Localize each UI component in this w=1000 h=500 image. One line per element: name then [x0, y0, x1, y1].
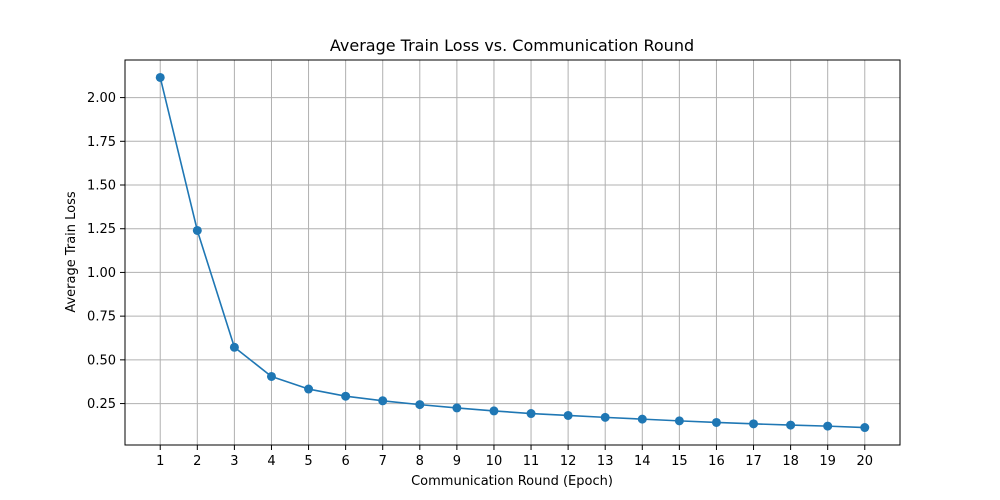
- y-tick-label: 0.25: [87, 397, 116, 412]
- data-point: [563, 410, 573, 420]
- data-point: [415, 400, 425, 410]
- data-point: [341, 391, 351, 401]
- x-tick-label: 5: [304, 454, 312, 469]
- data-point: [823, 421, 833, 431]
- data-point: [711, 417, 721, 427]
- x-tick-label: 10: [486, 454, 503, 469]
- x-tick-label: 2: [193, 454, 201, 469]
- x-tick-label: 16: [708, 454, 725, 469]
- data-point: [860, 423, 870, 433]
- y-tick-label: 1.25: [87, 222, 116, 237]
- x-tick-label: 20: [856, 454, 873, 469]
- x-tick-label: 14: [634, 454, 651, 469]
- grid: [125, 60, 900, 445]
- x-tick-label: 11: [523, 454, 540, 469]
- y-tick-label: 1.75: [87, 135, 116, 150]
- x-tick-label: 1: [156, 454, 164, 469]
- data-point: [674, 416, 684, 426]
- x-tick-label: 12: [560, 454, 577, 469]
- plot-frame: [124, 59, 901, 446]
- x-tick-label: 7: [379, 454, 387, 469]
- x-tick-label: 9: [453, 454, 461, 469]
- x-tick-label: 17: [745, 454, 762, 469]
- data-point: [786, 420, 796, 430]
- data-point: [452, 403, 462, 413]
- data-point: [637, 414, 647, 424]
- data-point: [229, 342, 239, 352]
- y-tick-label: 1.50: [87, 179, 116, 194]
- x-tick-label: 13: [597, 454, 614, 469]
- x-tick-label: 18: [782, 454, 799, 469]
- series-line: [159, 77, 865, 429]
- x-tick-label: 6: [341, 454, 349, 469]
- y-tick-label: 0.50: [87, 353, 116, 368]
- y-tick-label: 0.75: [87, 310, 116, 325]
- data-point: [192, 225, 202, 235]
- x-tick-label: 4: [267, 454, 275, 469]
- y-axis-label: Average Train Loss: [64, 191, 79, 313]
- data-point: [266, 371, 276, 381]
- ticks: 1 2 3 4 5 6 7 8 9 10 11 12 13 14 15 16 17 18 19 200.250.500…: [87, 91, 873, 469]
- x-tick-label: 8: [416, 454, 424, 469]
- data-point: [600, 412, 610, 422]
- x-tick-label: 3: [230, 454, 238, 469]
- x-axis-label: Communication Round (Epoch): [411, 474, 613, 489]
- data-point: [304, 384, 314, 394]
- series-layer: [155, 72, 870, 433]
- chart-title: Average Train Loss vs. Communication Rou…: [330, 36, 694, 55]
- x-tick-label: 15: [671, 454, 688, 469]
- data-point: [489, 406, 499, 416]
- data-point: [749, 419, 759, 429]
- x-tick-label: 19: [819, 454, 836, 469]
- data-point: [378, 396, 388, 406]
- data-point: [155, 72, 165, 82]
- y-tick-label: 2.00: [87, 91, 116, 106]
- y-tick-label: 1.00: [87, 266, 116, 281]
- data-point: [526, 409, 536, 419]
